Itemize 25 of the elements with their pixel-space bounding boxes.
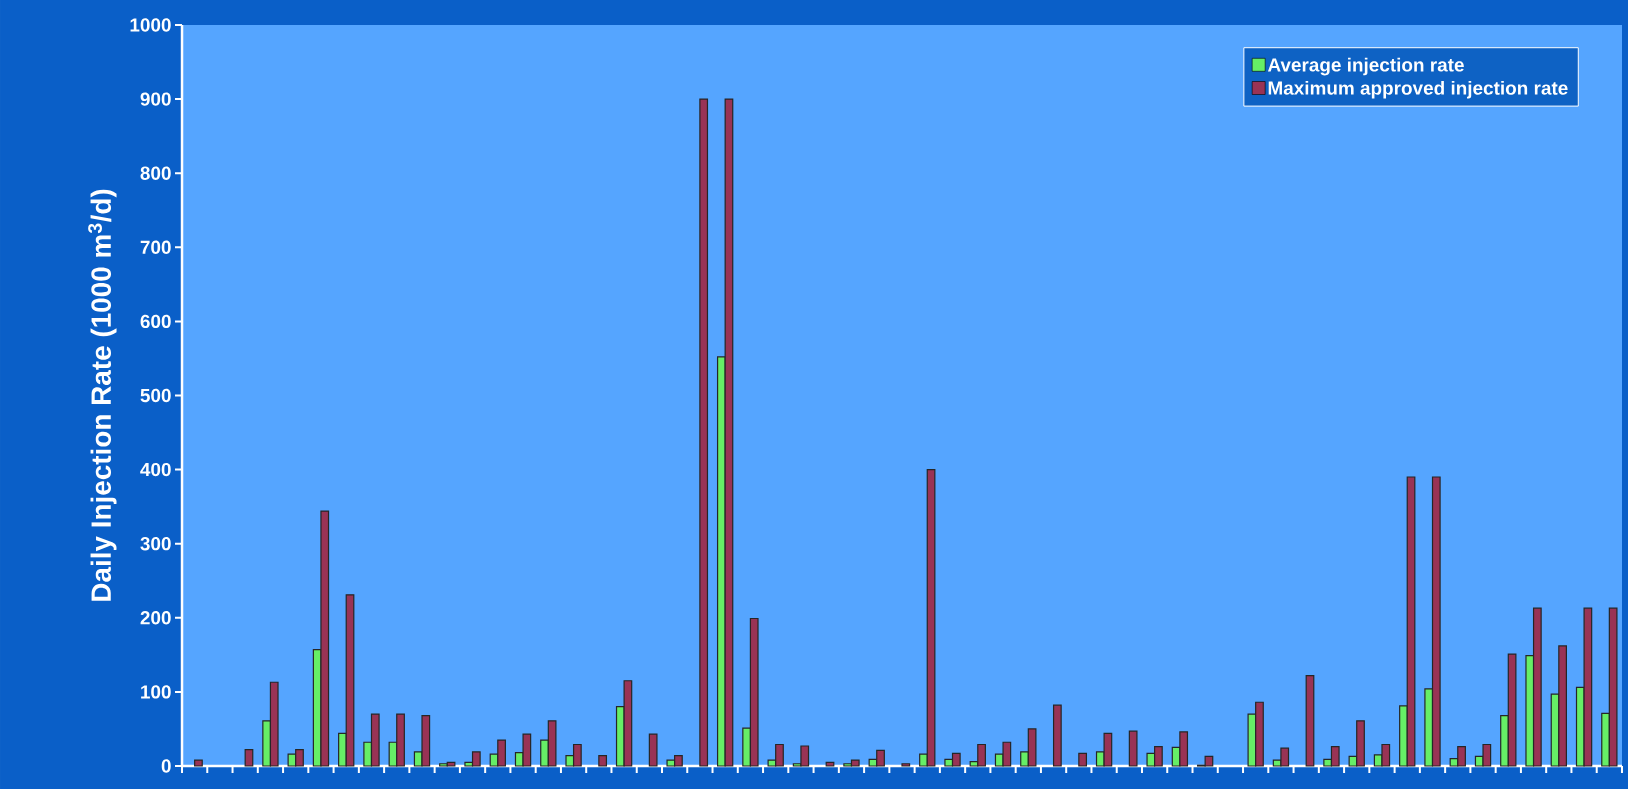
bar bbox=[1305, 674, 1315, 767]
bar bbox=[1052, 704, 1062, 767]
bar bbox=[1078, 752, 1088, 767]
bar bbox=[194, 759, 203, 767]
legend-label: Maximum approved injection rate bbox=[1268, 80, 1568, 99]
bar bbox=[1128, 730, 1138, 767]
bar bbox=[648, 733, 658, 767]
y-tick-label: 1000 bbox=[130, 18, 171, 32]
y-tick-label: 100 bbox=[141, 685, 171, 699]
y-axis-title: Daily Injection Rate (1000 m$^{3}$/d) bbox=[88, 189, 117, 601]
y-tick-label: 900 bbox=[140, 92, 171, 106]
y-tick-label: 700 bbox=[140, 240, 171, 254]
y-tick-label: 300 bbox=[140, 536, 171, 551]
bar bbox=[825, 761, 835, 767]
y-tick-label: 500 bbox=[140, 388, 171, 403]
y-tick-label: 600 bbox=[140, 314, 171, 329]
y-tick-label: 0 bbox=[161, 759, 171, 773]
y-tick-label: 800 bbox=[140, 166, 171, 180]
y-tick-label: 200 bbox=[140, 611, 171, 625]
y-tick-label: 400 bbox=[140, 462, 171, 477]
legend-label: Average injection rate bbox=[1267, 57, 1464, 76]
bar bbox=[699, 98, 709, 767]
bar bbox=[598, 755, 608, 767]
bar bbox=[901, 763, 911, 767]
bar bbox=[244, 749, 254, 767]
